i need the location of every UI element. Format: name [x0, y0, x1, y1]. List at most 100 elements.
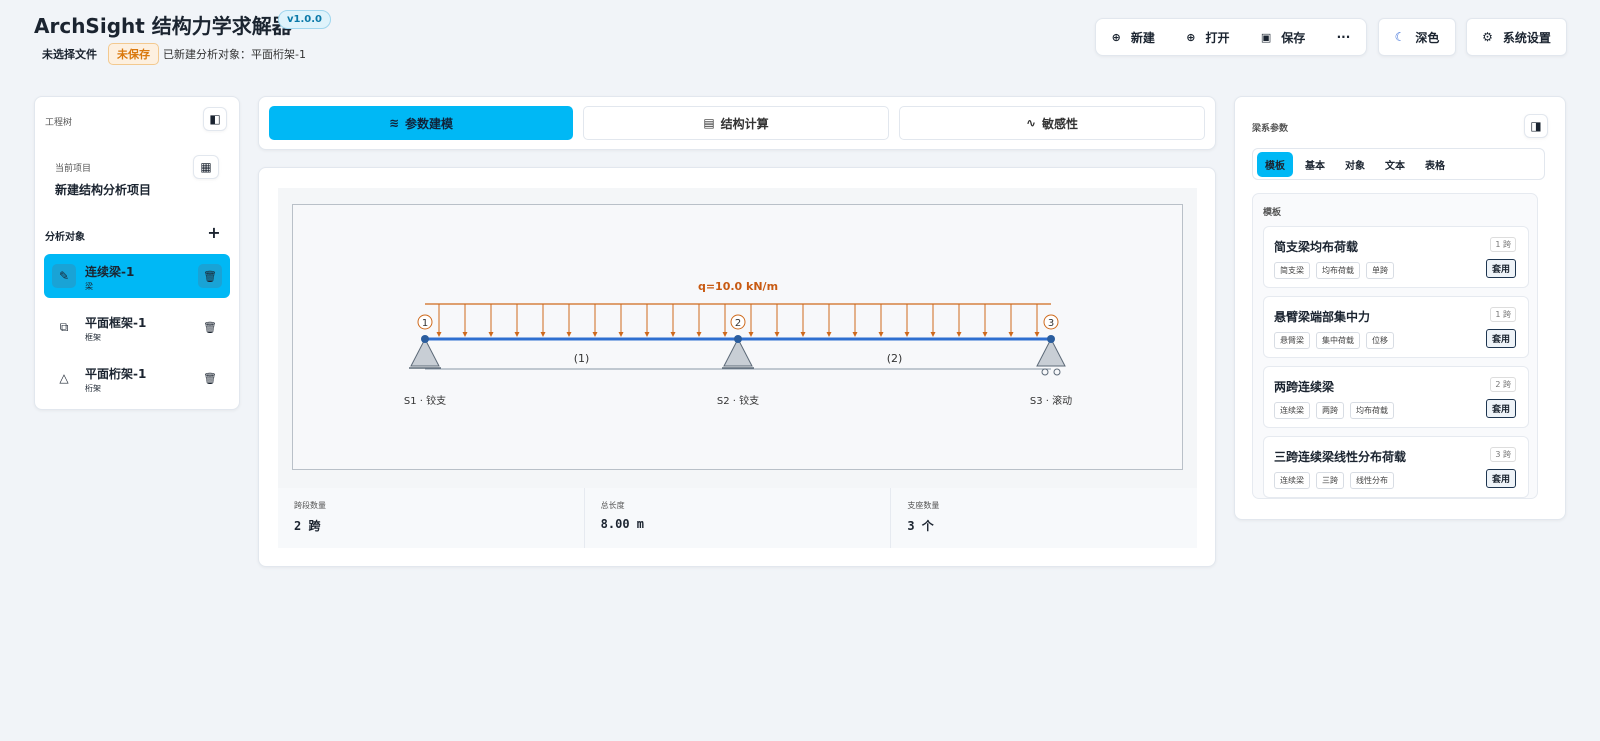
- param-tab[interactable]: 对象: [1345, 160, 1365, 172]
- toolbar-button[interactable]: ⊕ 打开: [1186, 29, 1229, 46]
- add-object[interactable]: +: [207, 222, 221, 242]
- arrow-head: [878, 332, 884, 337]
- support-label: S1 · 铰支: [404, 394, 446, 407]
- project-button[interactable]: ▦: [193, 155, 219, 179]
- arrow-head: [618, 332, 624, 337]
- arrow-head: [1034, 332, 1040, 337]
- delete-button[interactable]: 🗑: [203, 320, 217, 334]
- tab-icon: ∿: [1025, 116, 1037, 130]
- theme-label: 深色: [1415, 30, 1440, 45]
- app-title: ArchSight 结构力学求解器: [34, 14, 292, 38]
- arrow-head: [488, 332, 494, 337]
- param-tab[interactable]: 表格: [1425, 160, 1445, 172]
- load-label: q=10.0 kN/m: [698, 280, 778, 293]
- object-icon: ✎: [52, 264, 76, 288]
- toolbar-button[interactable]: ⊕ 新建: [1112, 29, 1155, 46]
- template-name: 三跨连续梁线性分布荷载: [1274, 450, 1407, 464]
- node-label: 1: [422, 318, 428, 329]
- collapse-button[interactable]: ◧: [203, 107, 227, 131]
- arrow-head: [644, 332, 650, 337]
- template-name: 简支梁均布荷载: [1274, 240, 1359, 254]
- tag: 两跨: [1316, 402, 1344, 419]
- support: [410, 337, 440, 367]
- object-name: 平面框架-1: [85, 316, 147, 330]
- object-item[interactable]: △ 平面桁架-1 桁架 🗑: [44, 356, 230, 400]
- apply-button[interactable]: 套用: [1485, 399, 1516, 418]
- arrow-head: [774, 332, 780, 337]
- tab-label: 结构计算: [720, 116, 769, 131]
- tag-list: 连续梁 两跨 均布荷载: [1274, 398, 1400, 419]
- template-card: 悬臂梁端部集中力 1 跨悬臂梁 集中荷载 位移 套用: [1263, 296, 1529, 358]
- tag: 简支梁: [1274, 262, 1310, 279]
- icon: ▣: [1260, 30, 1272, 44]
- arrow-head: [436, 332, 442, 337]
- roller: [1041, 368, 1049, 376]
- tag-list: 简支梁 均布荷载 单跨: [1274, 258, 1400, 279]
- delete-button[interactable]: 🗑: [198, 264, 222, 288]
- stat-value: 3 个: [907, 519, 934, 533]
- stat: 跨段数量 2 跨: [278, 488, 584, 548]
- tab[interactable]: ▤ 结构计算: [583, 106, 889, 140]
- button-label: 打开: [1205, 30, 1230, 45]
- stat: 总长度 8.00 m: [583, 488, 891, 548]
- node: [734, 335, 742, 343]
- apply-button[interactable]: 套用: [1485, 469, 1516, 488]
- button-label: 新建: [1130, 30, 1155, 45]
- tab[interactable]: ≋ 参数建模: [269, 106, 573, 140]
- arrow-head: [566, 332, 572, 337]
- object-list: ✎ 连续梁-1 梁 🗑 ⧉ 平面框架-1 框架 🗑 △ 平面桁架-1 桁架 🗑: [44, 254, 230, 407]
- tag: 悬臂梁: [1274, 332, 1310, 349]
- toolbar-button[interactable]: ···: [1337, 30, 1351, 44]
- support-label: S2 · 铰支: [717, 394, 759, 407]
- object-name: 平面桁架-1: [85, 367, 147, 381]
- theme-button[interactable]: ☾ 深色: [1378, 18, 1456, 56]
- button-label: ···: [1336, 30, 1351, 44]
- stats-row: 跨段数量 2 跨 总长度 8.00 m 支座数量 3 个: [278, 488, 1197, 548]
- delete-button[interactable]: 🗑: [203, 371, 217, 385]
- object-item[interactable]: ✎ 连续梁-1 梁 🗑: [44, 254, 230, 298]
- support: [1036, 337, 1066, 367]
- objects-label: 分析对象: [45, 232, 85, 243]
- arrow-head: [748, 332, 754, 337]
- arrow-head: [1008, 332, 1014, 337]
- apply-button[interactable]: 套用: [1485, 329, 1516, 348]
- apply-button[interactable]: 套用: [1485, 259, 1516, 278]
- object-item[interactable]: ⧉ 平面框架-1 框架 🗑: [44, 305, 230, 349]
- template-section: 模板 简支梁均布荷载 1 跨简支梁 均布荷载 单跨 套用 悬臂梁端部集中力 1 跨悬臂梁 集中…: [1252, 193, 1538, 499]
- span-label: (1): [574, 352, 590, 365]
- param-tab[interactable]: 基本: [1305, 160, 1325, 172]
- template-card: 简支梁均布荷载 1 跨简支梁 均布荷载 单跨 套用: [1263, 226, 1529, 288]
- model-panel: q=10.0 kN/m (1) (2) 1 S1 · 铰支 2 S2 · 铰支 3 S3 · 滚…: [258, 167, 1216, 567]
- collapse-button[interactable]: ◨: [1524, 114, 1548, 138]
- settings-button[interactable]: ⚙ 系统设置: [1466, 18, 1567, 56]
- tag: 位移: [1366, 332, 1394, 349]
- object-icon: ⧉: [59, 319, 69, 334]
- span-count: 2 跨: [1490, 377, 1516, 392]
- arrow-head: [982, 332, 988, 337]
- param-tab[interactable]: 文本: [1385, 160, 1405, 172]
- node-label: 2: [735, 318, 741, 329]
- span-count: 1 跨: [1490, 237, 1516, 252]
- template-name: 悬臂梁端部集中力: [1274, 310, 1371, 324]
- current-project-label: 当前项目: [55, 164, 92, 174]
- span-label: (2): [887, 352, 903, 365]
- param-tabs: 模板 基本 对象 文本 表格: [1252, 148, 1545, 180]
- status-message: 已新建分析对象：平面桁架-1: [163, 48, 306, 61]
- tab[interactable]: ∿ 敏感性: [899, 106, 1205, 140]
- icon: ⊕: [1111, 30, 1121, 44]
- tab-bar: ≋ 参数建模 ▤ 结构计算 ∿ 敏感性: [258, 96, 1216, 150]
- tab-label: 敏感性: [1042, 116, 1079, 131]
- node-label: 3: [1048, 318, 1054, 329]
- node-badge: [417, 314, 433, 330]
- stat-label: 总长度: [600, 501, 625, 510]
- stat-label: 跨段数量: [294, 501, 326, 510]
- arrow-head: [722, 332, 728, 337]
- toolbar-button[interactable]: ▣ 保存: [1261, 29, 1305, 46]
- tag: 三跨: [1316, 472, 1344, 489]
- object-name: 连续梁-1: [85, 265, 135, 279]
- span-count: 1 跨: [1490, 307, 1516, 322]
- left-panel: 工程树 ◧ 当前项目 新建结构分析项目 ▦ 分析对象 + ✎ 连续梁-1 梁 🗑 ⧉ 平面…: [34, 96, 240, 410]
- param-tab[interactable]: 模板: [1257, 151, 1293, 177]
- template-card: 两跨连续梁 2 跨连续梁 两跨 均布荷载 套用: [1263, 366, 1529, 428]
